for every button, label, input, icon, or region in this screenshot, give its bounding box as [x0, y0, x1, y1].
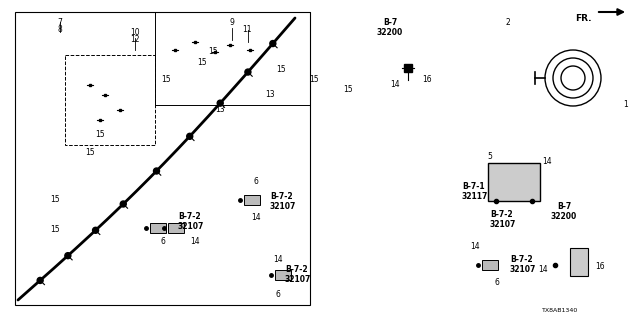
Text: 16: 16	[595, 262, 605, 271]
Text: B-7-2
32107: B-7-2 32107	[285, 265, 312, 284]
Bar	[155, 12, 310, 105]
Text: 15: 15	[309, 75, 319, 84]
Bar	[150, 223, 166, 233]
Text: 13: 13	[265, 90, 275, 99]
Text: 6: 6	[253, 177, 259, 186]
Circle shape	[37, 277, 43, 284]
Text: 14: 14	[538, 265, 548, 274]
Circle shape	[245, 69, 251, 75]
Text: B-7
32200: B-7 32200	[551, 202, 577, 221]
Text: B-7-2
32107: B-7-2 32107	[510, 255, 536, 274]
Text: 15: 15	[197, 58, 207, 67]
Text: 14: 14	[542, 157, 552, 166]
Text: 12: 12	[131, 35, 140, 44]
Text: 15: 15	[276, 65, 286, 74]
Circle shape	[217, 100, 223, 106]
Text: 7: 7	[58, 18, 63, 27]
Bar	[275, 270, 291, 280]
Circle shape	[270, 41, 276, 46]
Text: 15: 15	[161, 75, 171, 84]
Text: B-7-1
32117: B-7-1 32117	[462, 182, 488, 201]
Text: 15: 15	[343, 85, 353, 94]
Text: 2: 2	[506, 18, 510, 27]
Circle shape	[65, 253, 71, 259]
Text: FR.: FR.	[575, 14, 592, 23]
Text: B-7-2
32107: B-7-2 32107	[270, 192, 296, 212]
Text: 6: 6	[495, 278, 499, 287]
Text: B-7
32200: B-7 32200	[377, 18, 403, 37]
Text: 5: 5	[488, 152, 492, 161]
Text: 6: 6	[161, 237, 165, 246]
Circle shape	[187, 133, 193, 139]
Text: 16: 16	[422, 75, 432, 84]
Circle shape	[93, 227, 99, 233]
Bar	[488, 163, 540, 201]
Bar	[65, 55, 155, 145]
Text: 15: 15	[208, 47, 218, 56]
Text: 14: 14	[390, 80, 400, 89]
Bar	[15, 12, 310, 305]
Text: 9: 9	[230, 18, 234, 27]
Text: 6: 6	[276, 290, 280, 299]
Text: TX8AB1340: TX8AB1340	[542, 308, 578, 313]
Circle shape	[120, 201, 126, 207]
Text: 15: 15	[50, 225, 60, 234]
Circle shape	[154, 168, 159, 174]
Bar	[244, 195, 260, 205]
Text: 14: 14	[251, 213, 261, 222]
Bar	[482, 260, 498, 270]
Text: 1: 1	[623, 100, 628, 109]
Text: B-7-2
32107: B-7-2 32107	[178, 212, 204, 231]
Text: 14: 14	[470, 242, 480, 251]
Text: 14: 14	[190, 237, 200, 246]
Text: 15: 15	[85, 148, 95, 157]
Bar	[570, 248, 588, 276]
Text: B-7-2
32107: B-7-2 32107	[490, 210, 516, 229]
Text: 14: 14	[273, 255, 283, 264]
Bar	[168, 223, 184, 233]
Text: 15: 15	[50, 195, 60, 204]
Text: 10: 10	[130, 28, 140, 37]
Text: 13: 13	[215, 105, 225, 114]
Text: 11: 11	[243, 25, 252, 34]
Text: 8: 8	[58, 25, 62, 34]
Text: 15: 15	[95, 130, 105, 139]
